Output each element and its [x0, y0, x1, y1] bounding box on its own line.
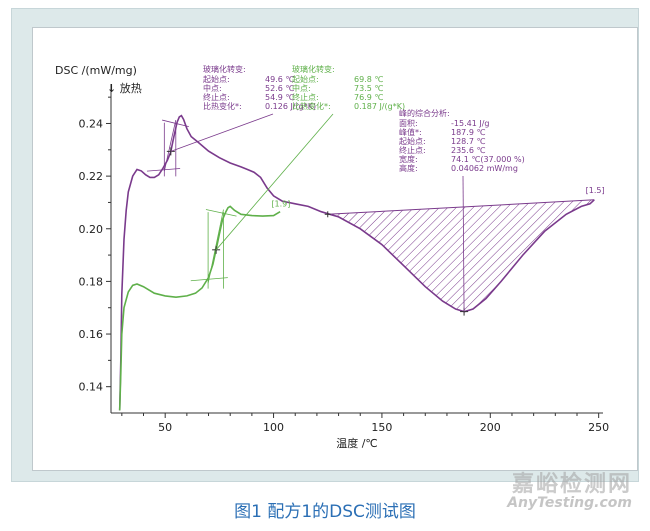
annotation-title: 峰的综合分析: — [399, 108, 450, 118]
annotation-label: 宽度: — [399, 154, 418, 164]
x-tick-label: 50 — [158, 421, 172, 434]
annotation-label: 终止点: — [292, 92, 319, 102]
annotation-label: 中点: — [203, 83, 222, 93]
y-tick-label: 0.14 — [79, 381, 104, 394]
annotation-value: 235.6 ℃ — [451, 146, 485, 155]
dsc-chart: 0.14 0.16 0.18 0.20 0.22 0.24 50 100 150 200 250 DS… — [55, 64, 609, 450]
annotation-value: 76.9 ℃ — [354, 93, 383, 102]
y-tick-label: 0.24 — [79, 117, 104, 130]
gt-inflection-tangent — [163, 119, 177, 172]
y-tick-label: 0.18 — [79, 275, 104, 288]
figure-caption: 图1 配方1的DSC测试图 — [234, 502, 416, 522]
y-tick-label: 0.16 — [79, 328, 104, 341]
y-axis-label: DSC /(mW/mg) — [55, 64, 137, 77]
annotation-label: 终止点: — [203, 92, 230, 102]
annotation-label: 起始点: — [292, 74, 319, 84]
annotation-label: 高度: — [399, 163, 418, 173]
series-line-2 — [118, 205, 281, 411]
x-tick-label: 250 — [588, 421, 609, 434]
x-axis-label: 温度 /℃ — [336, 436, 378, 450]
annotation-value: 0.126 J/(g*K) — [265, 102, 316, 111]
annotation-label: 中点: — [292, 83, 311, 93]
annotation-label: 起始点: — [203, 74, 230, 84]
watermark-cn: 嘉峪检测网 — [511, 472, 632, 497]
annotation-value: 74.1 ℃(37.000 %) — [451, 155, 525, 164]
annotation-leader-line — [462, 175, 465, 312]
annotation-value: 73.5 ℃ — [354, 84, 383, 93]
x-tick-label: 200 — [480, 421, 501, 434]
annotation-value: 0.04062 mW/mg — [451, 164, 518, 173]
chart-panel: 0.14 0.16 0.18 0.20 0.22 0.24 50 100 150 200 250 DS… — [32, 27, 638, 471]
annotation-label: 面积: — [399, 118, 418, 128]
y-tick-label: 0.22 — [79, 170, 104, 183]
annotation-label: 比热变化*: — [203, 101, 242, 111]
x-tick-label: 150 — [371, 421, 392, 434]
y-tick-label: 0.20 — [79, 223, 104, 236]
exo-direction-label: ↓ 放热 — [107, 81, 142, 95]
x-tick-label: 100 — [263, 421, 284, 434]
annotation-label: 终止点: — [399, 145, 426, 155]
annotation-value: 69.8 ℃ — [354, 75, 383, 84]
gt-baseline-tangent — [146, 168, 181, 172]
peak-baseline — [327, 199, 595, 215]
figure-frame: 0.14 0.16 0.18 0.20 0.22 0.24 50 100 150 200 250 DS… — [11, 8, 639, 482]
annotation-title: 玻璃化转变: — [203, 64, 246, 74]
annotation-value: 52.6 ℃ — [265, 84, 294, 93]
annotation-label: 比热变化*: — [292, 101, 331, 111]
annotation-value: 54.9 ℃ — [265, 93, 294, 102]
annotation-title: 玻璃化转变: — [292, 64, 335, 74]
curve-tag-green: [1.9] — [271, 199, 290, 208]
annotation-leader-line — [215, 113, 334, 251]
annotation-value: 0.187 J/(g*K) — [354, 102, 405, 111]
annotation-value: 128.7 ℃ — [451, 137, 485, 146]
watermark-en: AnyTesting.com — [507, 495, 632, 511]
gt-upper-tangent — [205, 209, 237, 217]
annotation-leader-line — [170, 113, 274, 152]
annotation-value: 187.9 ℃ — [451, 128, 485, 137]
annotation-value: 49.6 ℃ — [265, 75, 294, 84]
annotation-label: 起始点: — [399, 136, 426, 146]
annotation-label: 峰值*: — [399, 127, 422, 137]
peak-hatched-area — [327, 199, 595, 312]
curve-tag-purple: [1.5] — [586, 186, 605, 195]
annotation-value: -15.41 J/g — [451, 119, 489, 128]
